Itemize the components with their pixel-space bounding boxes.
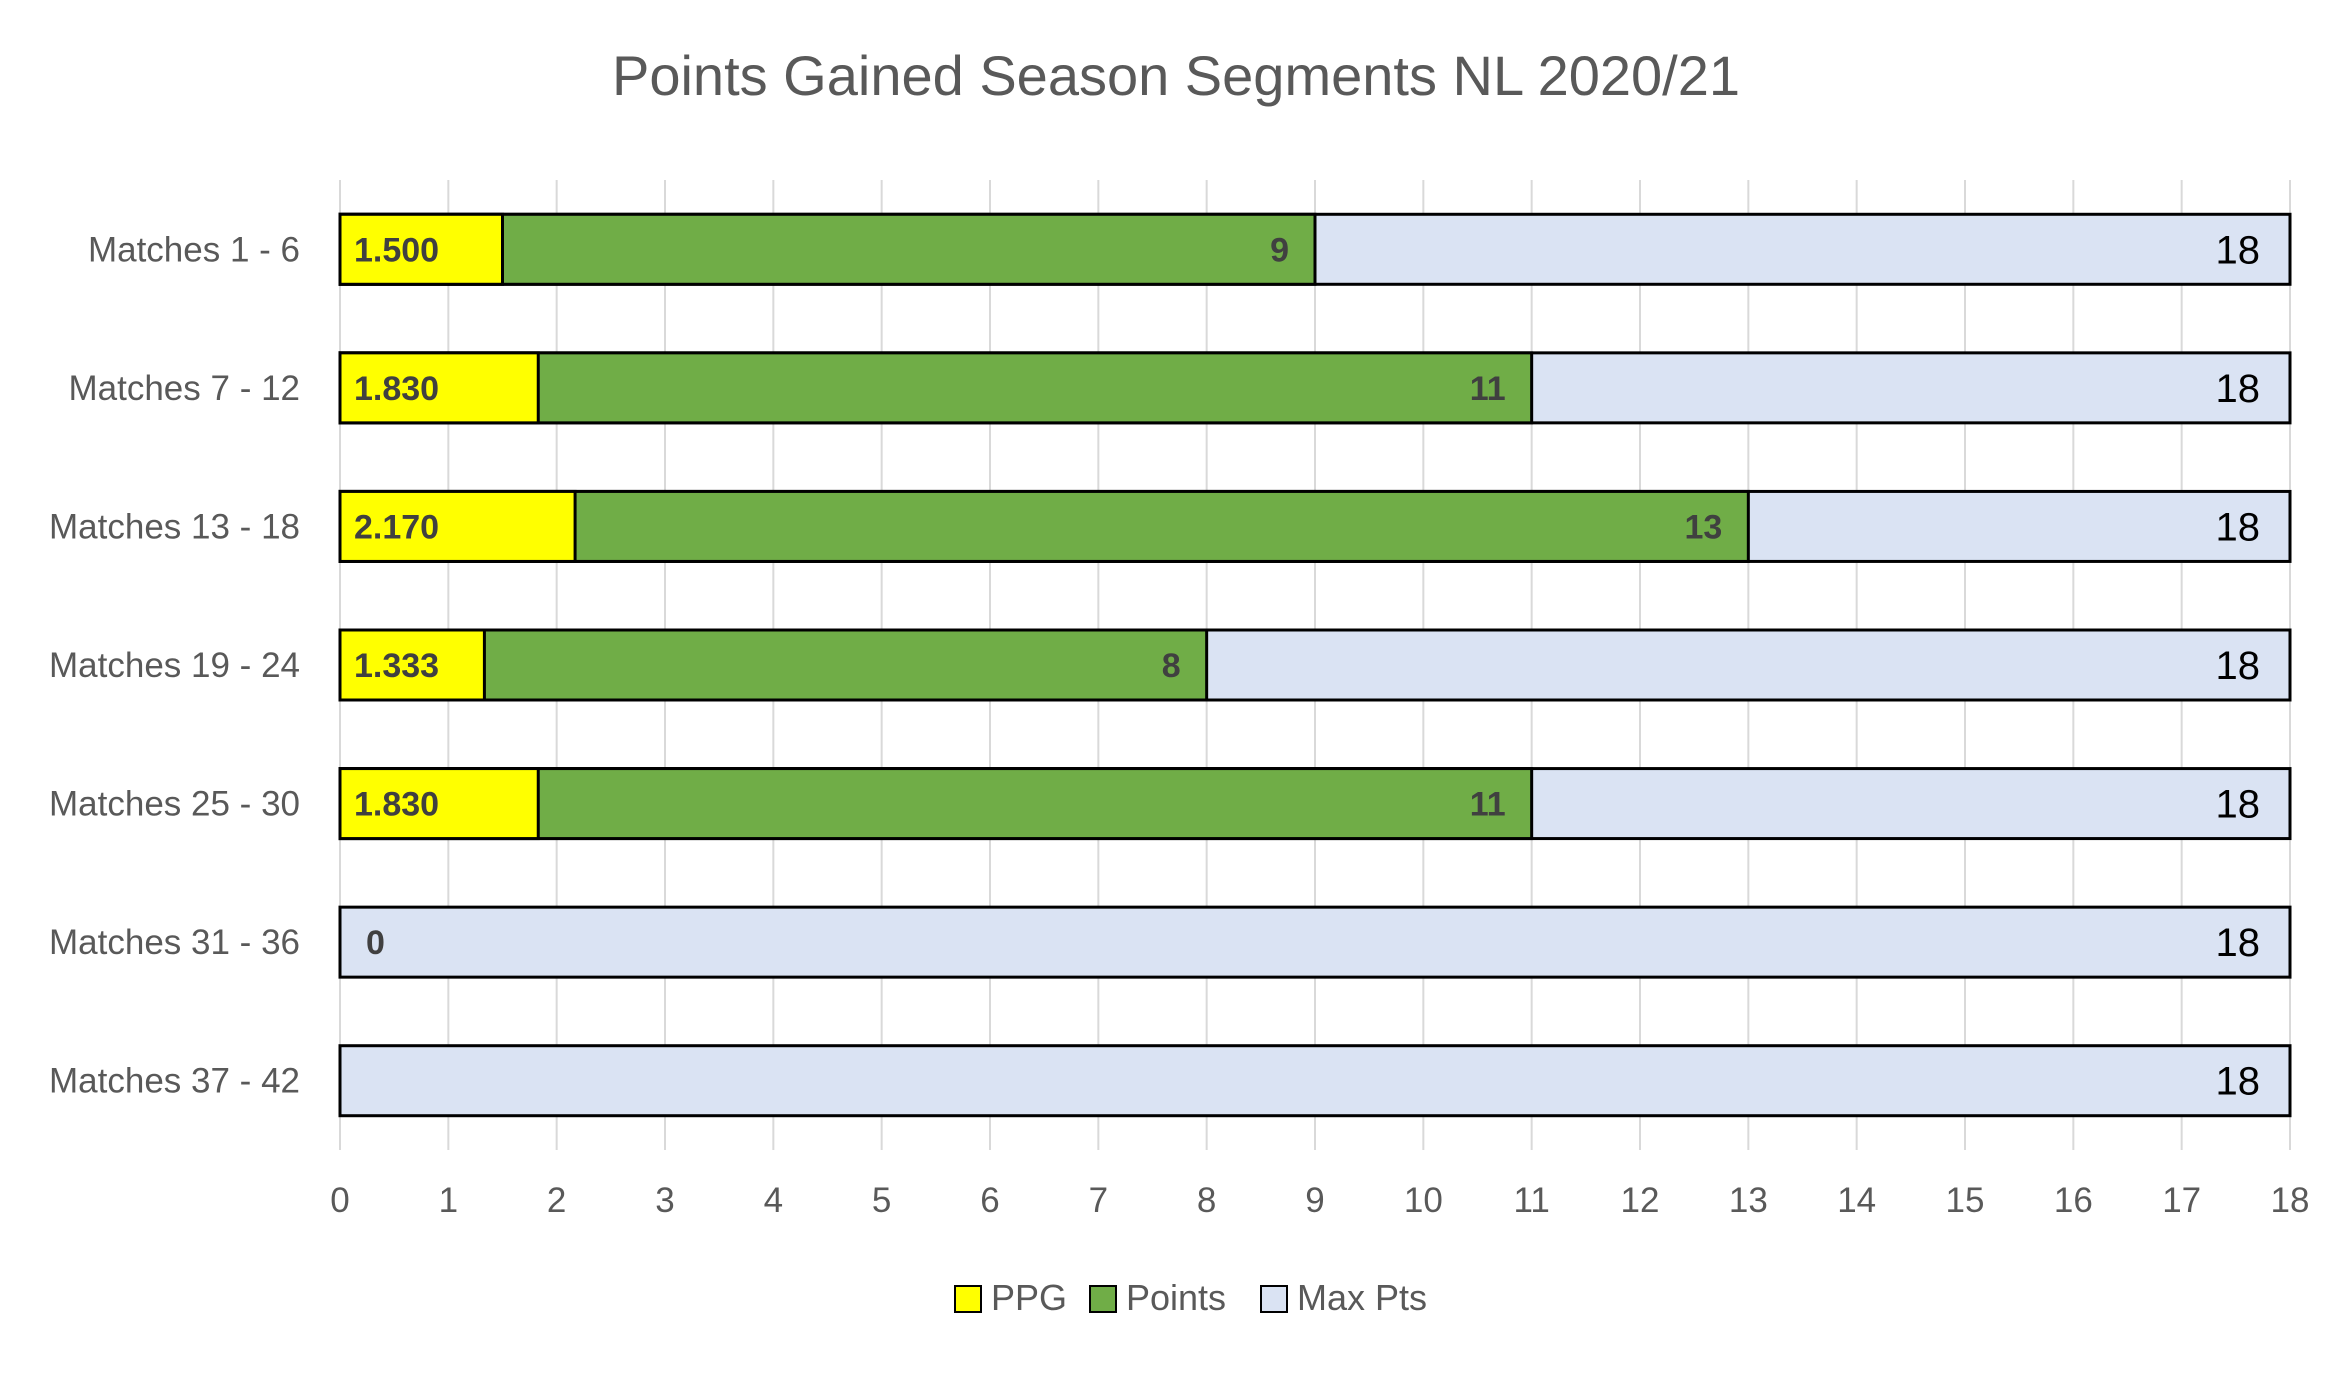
ppg-label-row-4: 1.333: [354, 647, 439, 685]
max-pts-label-row-4: 18: [2216, 644, 2261, 688]
category-label-row-3: Matches 13 - 18: [49, 507, 300, 546]
x-tick-label-8: 8: [1197, 1181, 1216, 1220]
x-tick-label-11: 11: [1513, 1181, 1549, 1220]
ppg-bar-row-4: [338, 628, 486, 702]
legend-label-max-pts: Max Pts: [1297, 1277, 1427, 1318]
x-tick-label-2: 2: [547, 1181, 566, 1220]
x-tick-label-16: 16: [2054, 1181, 2093, 1220]
points-label-row-6: 0: [366, 924, 385, 962]
x-tick-label-7: 7: [1089, 1181, 1108, 1220]
max-pts-label-row-2: 18: [2216, 367, 2261, 411]
max-pts-label-row-7: 18: [2216, 1060, 2261, 1104]
max-pts-label-row-5: 18: [2216, 783, 2261, 827]
points-label-row-3: 13: [1685, 508, 1723, 546]
ppg-label-row-2: 1.830: [354, 370, 439, 408]
legend-swatch-max-pts: [1260, 1285, 1288, 1313]
points-label-row-2: 11: [1470, 370, 1506, 408]
max-pts-bar-row-7: [338, 1044, 2292, 1118]
x-tick-label-18: 18: [2271, 1181, 2310, 1220]
ppg-bar-row-1: [338, 212, 504, 286]
ppg-label-row-5: 1.830: [354, 786, 439, 824]
value-axis: 0 1 2 3 4 5 6 7 8 9 10 11 12 13 14 15 16 17 18: [330, 1181, 2309, 1220]
ppg-bar-row-2: [338, 351, 540, 425]
ppg-bar-row-3: [338, 489, 577, 563]
category-label-row-5: Matches 25 - 30: [49, 785, 300, 824]
max-pts-bar-row-6: [338, 905, 2292, 979]
x-tick-label-0: 0: [330, 1181, 349, 1220]
points-label-row-4: 8: [1162, 647, 1181, 685]
max-pts-label-row-6: 18: [2216, 921, 2261, 965]
x-tick-label-15: 15: [1946, 1181, 1985, 1220]
x-tick-label-9: 9: [1305, 1181, 1324, 1220]
category-label-row-6: Matches 31 - 36: [49, 923, 300, 962]
ppg-label-row-1: 1.500: [354, 231, 439, 269]
category-label-row-7: Matches 37 - 42: [49, 1062, 300, 1101]
x-tick-label-6: 6: [980, 1181, 999, 1220]
max-pts-label-row-1: 18: [2216, 228, 2261, 272]
x-tick-label-1: 1: [439, 1181, 458, 1220]
max-pts-label-row-3: 18: [2216, 505, 2261, 549]
category-axis: Matches 1 - 6 Matches 7 - 12 Matches 13 - …: [49, 230, 300, 1100]
x-tick-label-10: 10: [1404, 1181, 1443, 1220]
legend-swatch-ppg: [954, 1285, 982, 1313]
x-tick-label-4: 4: [764, 1181, 783, 1220]
x-tick-label-13: 13: [1729, 1181, 1768, 1220]
legend-swatch-points: [1089, 1285, 1117, 1313]
x-tick-label-12: 12: [1621, 1181, 1660, 1220]
x-tick-label-17: 17: [2162, 1181, 2201, 1220]
data-labels: 18 9 1.500 18 11 1.830 18 13 2.170 18 8 1.333 18 11 1.…: [354, 228, 2260, 1103]
x-tick-label-5: 5: [872, 1181, 891, 1220]
bars: [338, 212, 2292, 1118]
points-label-row-5: 11: [1470, 786, 1506, 824]
chart-title: Points Gained Season Segments NL 2020/21: [612, 44, 1740, 107]
legend-label-points: Points: [1126, 1277, 1226, 1318]
points-label-row-1: 9: [1270, 231, 1289, 269]
category-label-row-2: Matches 7 - 12: [69, 369, 301, 408]
x-tick-label-14: 14: [1837, 1181, 1876, 1220]
ppg-bar-row-5: [338, 767, 540, 841]
legend: PPG Points Max Pts: [954, 1277, 1427, 1318]
legend-label-ppg: PPG: [991, 1277, 1067, 1318]
x-tick-label-3: 3: [655, 1181, 674, 1220]
category-label-row-1: Matches 1 - 6: [88, 230, 300, 269]
ppg-label-row-3: 2.170: [354, 508, 439, 546]
category-label-row-4: Matches 19 - 24: [49, 646, 300, 685]
